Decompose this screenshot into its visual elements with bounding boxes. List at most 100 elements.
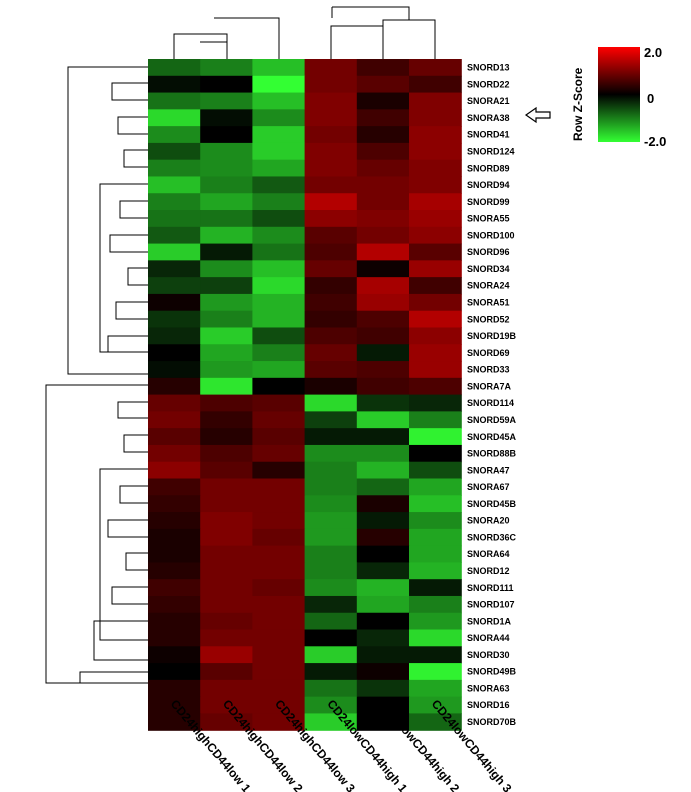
heatmap-cell	[356, 176, 410, 194]
row-label: SNORD34	[467, 264, 510, 274]
heatmap-cell	[200, 394, 253, 412]
heatmap-cell	[409, 646, 462, 664]
row-label: SNORD12	[467, 566, 510, 576]
heatmap-cell	[304, 243, 358, 261]
row-label: SNORD111	[467, 583, 514, 593]
arrow-icon	[524, 106, 551, 124]
heatmap-cell	[252, 444, 306, 463]
heatmap-cell	[252, 512, 306, 530]
heatmap-cell	[409, 663, 462, 681]
heatmap-cell	[148, 293, 201, 312]
heatmap-cell	[409, 579, 462, 597]
heatmap-cell	[148, 629, 201, 647]
heatmap-cell	[200, 226, 253, 245]
heatmap-cell	[409, 562, 462, 580]
heatmap-cell	[148, 361, 201, 379]
row-label: SNORA64	[467, 549, 510, 559]
heatmap-cell	[409, 260, 462, 278]
heatmap-cell	[200, 646, 253, 664]
heatmap-cell	[200, 528, 253, 547]
heatmap-cell	[200, 428, 253, 446]
heatmap-cell	[148, 277, 201, 295]
heatmap-cell	[409, 545, 462, 563]
heatmap-cell	[409, 428, 462, 446]
row-label: SNORD89	[467, 163, 510, 173]
heatmap-cell	[304, 159, 358, 178]
heatmap-cell	[200, 277, 253, 295]
heatmap-cell	[304, 562, 358, 580]
heatmap-cell	[252, 679, 306, 698]
heatmap-cell	[304, 679, 358, 698]
heatmap-cell	[304, 176, 358, 194]
heatmap-cell	[356, 595, 410, 614]
heatmap-cell	[252, 595, 306, 614]
heatmap-cell	[200, 377, 253, 396]
heatmap-cell	[252, 411, 306, 429]
heatmap-cell	[148, 411, 201, 429]
heatmap-cell	[356, 243, 410, 261]
heatmap-cell	[200, 310, 253, 329]
heatmap-cell	[356, 344, 410, 362]
heatmap-cell	[148, 75, 201, 94]
heatmap-cell	[252, 377, 306, 396]
heatmap-cell	[200, 109, 253, 127]
row-labels: SNORD13 SNORD22 SNORA21 SNORA38 SNORD41 SNORD…	[467, 63, 517, 727]
heatmap-cell	[148, 595, 201, 614]
heatmap-cell	[304, 478, 358, 496]
heatmap-cell	[200, 512, 253, 530]
row-label: SNORA47	[467, 465, 510, 475]
heatmap-cell	[304, 428, 358, 446]
heatmap-cell	[200, 142, 253, 161]
heatmap-cell	[304, 92, 358, 110]
row-label: SNORD36C	[467, 532, 517, 542]
heatmap-cell	[304, 260, 358, 278]
heatmap-cell	[252, 478, 306, 496]
heatmap-cell	[356, 260, 410, 278]
heatmap-cell	[252, 461, 306, 480]
heatmap-cell	[356, 310, 410, 329]
heatmap-cell	[252, 696, 306, 715]
heatmap-cell	[148, 646, 201, 664]
row-label: SNORD52	[467, 314, 510, 324]
heatmap-cell	[356, 59, 410, 77]
row-label: SNORA55	[467, 214, 510, 224]
heatmap-cell	[304, 327, 358, 345]
row-label: SNORD114	[467, 398, 514, 408]
heatmap-cell	[252, 344, 306, 362]
heatmap-cell	[148, 260, 201, 278]
row-label: SNORA51	[467, 298, 510, 308]
row-label: SNORD16	[467, 700, 510, 710]
heatmap-cell	[148, 579, 201, 597]
heatmap-cell	[409, 75, 462, 94]
heatmap-cell	[356, 293, 410, 312]
heatmap-cell	[200, 595, 253, 614]
row-label: SNORA44	[467, 633, 510, 643]
heatmap-cell	[304, 444, 358, 463]
row-label: SNORD49B	[467, 667, 517, 677]
heatmap-cell	[200, 579, 253, 597]
heatmap-cell	[409, 210, 462, 228]
heatmap-cell	[252, 713, 306, 731]
heatmap-cell	[409, 92, 462, 110]
row-label: SNORA38	[467, 113, 510, 123]
heatmap-cell	[200, 75, 253, 94]
heatmap-cell	[148, 92, 201, 110]
heatmap-cell	[252, 59, 306, 77]
heatmap-cell	[356, 444, 410, 463]
heatmap-cell	[252, 75, 306, 94]
heatmap-cell	[304, 461, 358, 480]
heatmap-cell	[200, 260, 253, 278]
heatmap-cell	[200, 478, 253, 496]
heatmap-cell	[148, 126, 201, 144]
heatmap-cell	[356, 210, 410, 228]
heatmap-cell	[356, 512, 410, 530]
heatmap-cell	[356, 142, 410, 161]
heatmap-cell	[304, 277, 358, 295]
heatmap-cell	[304, 713, 358, 731]
heatmap-cell	[148, 159, 201, 178]
row-label: SNORD70B	[467, 717, 517, 727]
heatmap-cell	[252, 428, 306, 446]
heatmap-cell	[252, 243, 306, 261]
heatmap-cell	[252, 562, 306, 580]
